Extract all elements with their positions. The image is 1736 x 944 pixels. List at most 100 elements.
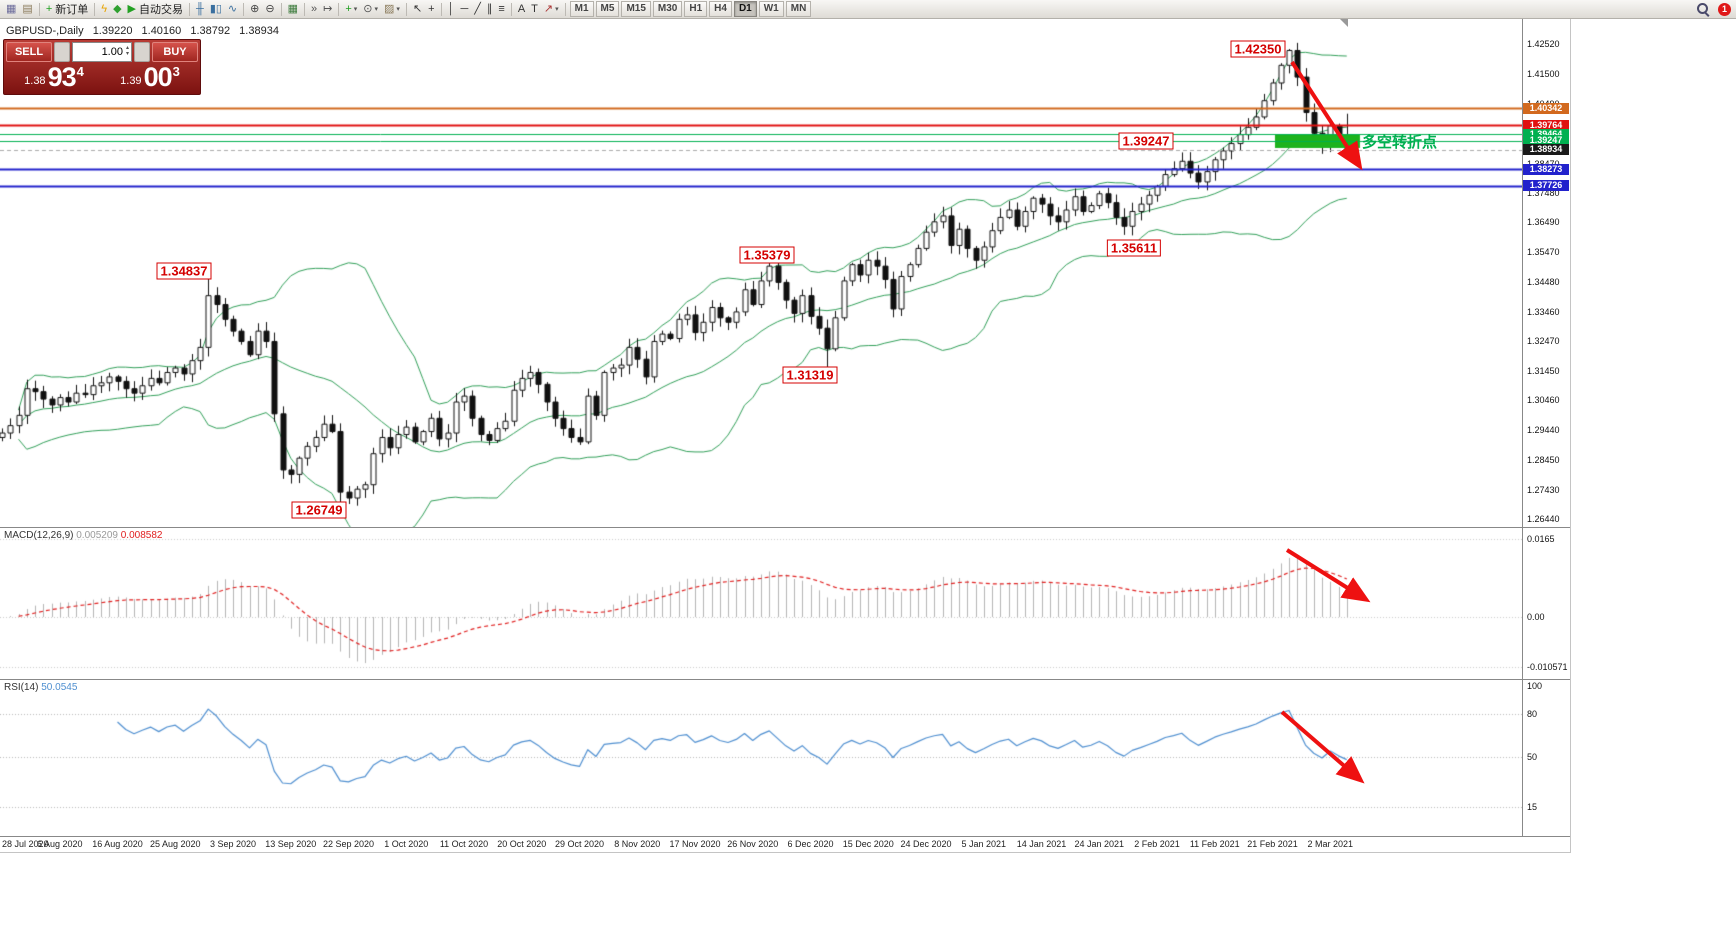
rsi-scale-label: 100 bbox=[1527, 681, 1543, 691]
search-icon[interactable] bbox=[1696, 2, 1710, 16]
templates-icon[interactable]: ▨ ▾ bbox=[384, 2, 400, 15]
market-depth-icon[interactable]: ◆ bbox=[113, 2, 122, 15]
sell-options-dropdown[interactable] bbox=[54, 42, 70, 62]
text-icon[interactable]: A bbox=[517, 2, 526, 15]
notifications-badge[interactable]: 1 bbox=[1718, 2, 1731, 16]
ohlc-open: 1.39220 bbox=[92, 25, 133, 37]
rsi-scale-label: 15 bbox=[1527, 801, 1538, 812]
price-tag: 1.39247 bbox=[1523, 135, 1569, 147]
timeframe-m5[interactable]: M5 bbox=[595, 1, 620, 17]
date-label: 16 Aug 2020 bbox=[92, 839, 143, 849]
date-label: 13 Sep 2020 bbox=[265, 839, 317, 849]
rsi-pane: RSI(14) 50.0545 100 80 50 15 bbox=[0, 679, 1570, 836]
crosshair-icon[interactable]: + bbox=[428, 2, 435, 15]
price-tag: 1.37726 bbox=[1523, 180, 1569, 192]
price-annotation-label: 1.35611 bbox=[1106, 239, 1162, 257]
line-chart-icon[interactable]: ∿ bbox=[227, 2, 238, 15]
periods-icon[interactable]: ⊙ ▾ bbox=[363, 2, 379, 15]
macd-pane: MACD(12,26,9) 0.005209 0.008582 0.0165 0.… bbox=[0, 527, 1570, 679]
cursor-icon[interactable]: ↖ bbox=[412, 2, 423, 15]
fibonacci-icon[interactable]: ≡ bbox=[498, 2, 505, 15]
date-label: 21 Feb 2021 bbox=[1247, 839, 1298, 849]
zoom-in-icon[interactable]: ⊕ bbox=[250, 2, 260, 15]
turning-point-note: 多空转折点 bbox=[1362, 134, 1438, 152]
price-tag: 1.39464 bbox=[1523, 128, 1569, 140]
date-label: 11 Oct 2020 bbox=[439, 839, 489, 849]
macd-axis: 0.0165 0.00 -0.010571 bbox=[1522, 528, 1570, 679]
quick-trade-icon[interactable]: ϟ bbox=[101, 2, 108, 15]
sell-price[interactable]: 1.38 93 4 bbox=[24, 62, 84, 92]
buy-button[interactable]: BUY bbox=[152, 42, 198, 62]
volume-input[interactable]: 1.00 ▴ ▾ bbox=[72, 42, 132, 62]
sell-button[interactable]: SELL bbox=[6, 42, 52, 62]
price-scale-label: 1.27430 bbox=[1527, 484, 1560, 495]
price-tag: 1.38273 bbox=[1523, 163, 1569, 175]
price-annotation-label: 1.42350 bbox=[1230, 40, 1286, 58]
price-scale-label: 1.26440 bbox=[1527, 513, 1560, 524]
one-click-trade-panel: SELL 1.00 ▴ ▾ BUY 1.38 93 4 1.39 00 3 bbox=[3, 39, 201, 95]
toolbar: 1 ▦ ▤ + 新订单 ϟ ◆ ▶ 自动交易 ╫ ▮▯ ∿ ⊕ ⊖ ▦ » ↦ + ▾ ⊙ ▾ ▨ ▾ ↖ + │ ─ ╱ ∥ ≡ A T ↗… bbox=[0, 0, 1736, 19]
indicators-icon[interactable]: + ▾ bbox=[345, 2, 358, 15]
date-label: 22 Sep 2020 bbox=[322, 839, 375, 849]
price-scale-label: 1.32470 bbox=[1527, 335, 1560, 346]
zoom-out-icon[interactable]: ⊖ bbox=[265, 2, 275, 15]
volume-spinner[interactable]: ▴ ▾ bbox=[125, 45, 129, 57]
timeframe-h4[interactable]: H4 bbox=[709, 1, 732, 17]
trendline-icon[interactable]: ╱ bbox=[474, 2, 481, 15]
date-axis: 28 Jul 2020 6 Aug 2020 16 Aug 2020 25 Aug 2… bbox=[0, 836, 1570, 852]
date-label: 14 Jan 2021 bbox=[1016, 839, 1067, 849]
timeframe-mn[interactable]: MN bbox=[785, 1, 812, 17]
date-label: 24 Jan 2021 bbox=[1074, 839, 1125, 849]
tile-windows-icon[interactable]: ▦ bbox=[287, 2, 298, 15]
ohlc-close: 1.38934 bbox=[239, 25, 279, 37]
price-scale-label: 1.38470 bbox=[1527, 159, 1560, 169]
candlestick-chart-icon[interactable]: ▮▯ bbox=[209, 2, 222, 15]
price-scale-label: 1.31450 bbox=[1527, 366, 1560, 376]
timeframe-m1[interactable]: M1 bbox=[569, 1, 594, 17]
date-label: 17 Nov 2020 bbox=[669, 839, 721, 849]
timeframe-h1[interactable]: H1 bbox=[684, 1, 708, 17]
price-scale-label: 1.30460 bbox=[1527, 395, 1560, 406]
date-label: 24 Dec 2020 bbox=[900, 839, 952, 849]
buy-price[interactable]: 1.39 00 3 bbox=[120, 62, 180, 92]
horizontal-line-icon[interactable]: ─ bbox=[460, 2, 469, 15]
date-label: 20 Oct 2020 bbox=[497, 839, 547, 849]
price-scale-label: 1.34480 bbox=[1527, 276, 1560, 287]
autotrade-button[interactable]: ▶ 自动交易 bbox=[127, 2, 184, 17]
chart-shift-icon[interactable]: ↦ bbox=[323, 2, 333, 15]
new-chart-icon[interactable]: ▦ bbox=[6, 2, 17, 15]
rsi-axis: 100 80 50 15 bbox=[1522, 680, 1570, 836]
date-label: 2 Mar 2021 bbox=[1307, 839, 1354, 849]
price-pane: GBPUSD-,Daily 1.39220 1.40160 1.38792 1.… bbox=[0, 19, 1570, 527]
arrows-tool-icon[interactable]: ↗ ▾ bbox=[543, 2, 559, 15]
macd-scale-label: -0.010571 bbox=[1527, 662, 1568, 672]
chart-shift-marker[interactable] bbox=[1340, 19, 1348, 27]
timeframe-m30[interactable]: M30 bbox=[652, 1, 683, 17]
macd-canvas[interactable] bbox=[0, 528, 1522, 679]
channel-icon[interactable]: ∥ bbox=[486, 2, 493, 15]
label-icon[interactable]: T bbox=[531, 2, 538, 15]
price-scale-label: 1.41500 bbox=[1527, 69, 1560, 80]
buy-options-dropdown[interactable] bbox=[134, 42, 150, 62]
profiles-icon[interactable]: ▤ bbox=[22, 2, 33, 15]
macd-scale-label: 0.00 bbox=[1527, 612, 1545, 623]
rsi-canvas[interactable] bbox=[0, 680, 1522, 836]
price-chart-canvas[interactable] bbox=[0, 19, 1522, 527]
auto-scroll-icon[interactable]: » bbox=[310, 2, 318, 15]
price-scale-label: 1.36490 bbox=[1527, 217, 1560, 228]
new-order-button[interactable]: + 新订单 bbox=[45, 2, 89, 17]
chart-window: GBPUSD-,Daily 1.39220 1.40160 1.38792 1.… bbox=[0, 19, 1571, 853]
vertical-line-icon[interactable]: │ bbox=[447, 2, 455, 15]
ohlc-bars-icon[interactable]: ╫ bbox=[196, 2, 204, 15]
price-annotation-label: 1.35379 bbox=[739, 246, 795, 264]
ohlc-high: 1.40160 bbox=[141, 25, 182, 37]
price-annotation-label: 1.26749 bbox=[291, 501, 347, 519]
timeframe-d1[interactable]: D1 bbox=[733, 1, 757, 17]
ohlc-low: 1.38792 bbox=[190, 25, 231, 37]
price-annotation-label: 1.39247 bbox=[1118, 132, 1174, 150]
rsi-label: RSI(14) 50.0545 bbox=[4, 682, 78, 693]
date-label: 1 Oct 2020 bbox=[384, 839, 429, 849]
timeframe-w1[interactable]: W1 bbox=[758, 1, 784, 17]
timeframe-m15[interactable]: M15 bbox=[621, 1, 651, 17]
date-label: 11 Feb 2021 bbox=[1189, 839, 1240, 849]
